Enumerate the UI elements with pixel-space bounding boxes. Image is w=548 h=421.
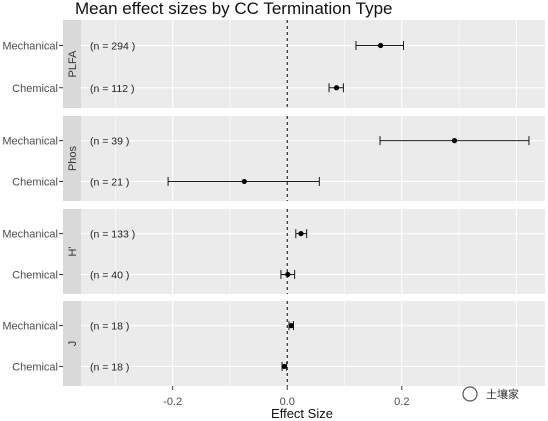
watermark: 土壤家 xyxy=(462,386,519,402)
chart-title: Mean effect sizes by CC Termination Type xyxy=(75,0,393,18)
strip-label: Phos xyxy=(67,145,79,171)
category-label: Chemical xyxy=(12,176,58,188)
row-plfa-mechanical: Mechanical (n = 294 ) xyxy=(2,41,404,53)
n-label: (n = 18 ) xyxy=(90,361,129,373)
mean-point xyxy=(288,323,294,329)
strip-background xyxy=(63,116,81,201)
n-label: (n = 21 ) xyxy=(90,176,129,188)
category-label: Mechanical xyxy=(2,321,58,333)
mean-point xyxy=(298,231,304,237)
n-label: (n = 18 ) xyxy=(90,321,129,333)
x-axis: -0.2 0.0 0.2 xyxy=(163,386,409,408)
strip-label: PLFA xyxy=(67,50,79,78)
x-tick-label: 0.0 xyxy=(280,396,295,408)
strip-background xyxy=(63,20,81,108)
row-j-chemical: Chemical (n = 18 ) xyxy=(12,361,288,373)
n-label: (n = 39 ) xyxy=(90,136,129,148)
strip-label: H' xyxy=(67,246,79,256)
category-label: Chemical xyxy=(12,83,58,95)
strip-background xyxy=(63,301,81,386)
panel-background xyxy=(81,209,545,294)
mean-point xyxy=(285,271,291,278)
row-h-mechanical: Mechanical (n = 133 ) xyxy=(2,229,308,241)
watermark-text: 土壤家 xyxy=(486,387,519,401)
row-j-mechanical: Mechanical (n = 18 ) xyxy=(2,321,294,333)
row-phos-mechanical: Mechanical (n = 39 ) xyxy=(2,136,530,148)
row-plfa-chemical: Chemical (n = 112 ) xyxy=(12,83,344,95)
mean-point xyxy=(241,178,247,185)
mean-point xyxy=(451,138,458,144)
category-label: Mechanical xyxy=(2,136,58,148)
panel-background xyxy=(81,301,545,386)
watermark-icon xyxy=(462,386,478,402)
x-tick-label: -0.2 xyxy=(163,396,182,408)
panel-h: H' Mechanical (n = 133 ) Chemical (n = 40 ) xyxy=(2,209,545,294)
n-label: (n = 112 ) xyxy=(90,83,134,95)
x-axis-label: Effect Size xyxy=(271,406,333,421)
n-label: (n = 40 ) xyxy=(90,269,129,281)
category-label: Mechanical xyxy=(2,41,58,53)
panel-j: J Mechanical (n = 18 ) Chemical (n = 18 ) xyxy=(2,301,545,386)
panel-plfa: PLFA Mechanical (n = 294 ) Chemical (n = 112… xyxy=(2,20,545,108)
mean-point xyxy=(281,363,287,370)
panel-background xyxy=(81,20,545,108)
n-label: (n = 133 ) xyxy=(90,229,135,241)
category-label: Chemical xyxy=(12,269,58,281)
strip-label: J xyxy=(67,341,79,347)
category-label: Chemical xyxy=(12,361,58,373)
mean-point xyxy=(333,85,340,91)
row-phos-chemical: Chemical (n = 21 ) xyxy=(12,176,320,188)
n-label: (n = 294 ) xyxy=(90,41,135,53)
category-label: Mechanical xyxy=(2,229,58,241)
mean-point xyxy=(377,42,384,49)
x-tick-label: 0.2 xyxy=(394,396,409,408)
panel-phos: Phos Mechanical (n = 39 ) Chemical (n = 21 ) xyxy=(2,116,545,201)
panel-background xyxy=(81,116,545,201)
row-h-chemical: Chemical (n = 40 ) xyxy=(12,269,296,281)
panels-layer: PLFA Mechanical (n = 294 ) Chemical (n = 112… xyxy=(2,20,545,386)
strip-background xyxy=(63,209,81,294)
